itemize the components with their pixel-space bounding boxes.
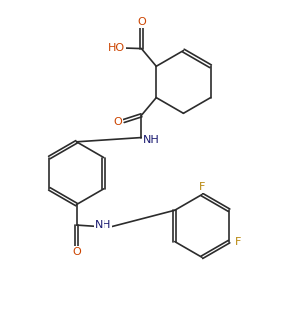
Text: F: F xyxy=(234,237,241,247)
Text: O: O xyxy=(73,247,82,257)
Text: H: H xyxy=(102,220,110,230)
Text: F: F xyxy=(199,182,206,192)
Text: HO: HO xyxy=(108,43,125,53)
Text: N: N xyxy=(95,220,104,230)
Text: O: O xyxy=(138,17,146,27)
Text: O: O xyxy=(113,117,122,127)
Text: NH: NH xyxy=(143,135,160,145)
